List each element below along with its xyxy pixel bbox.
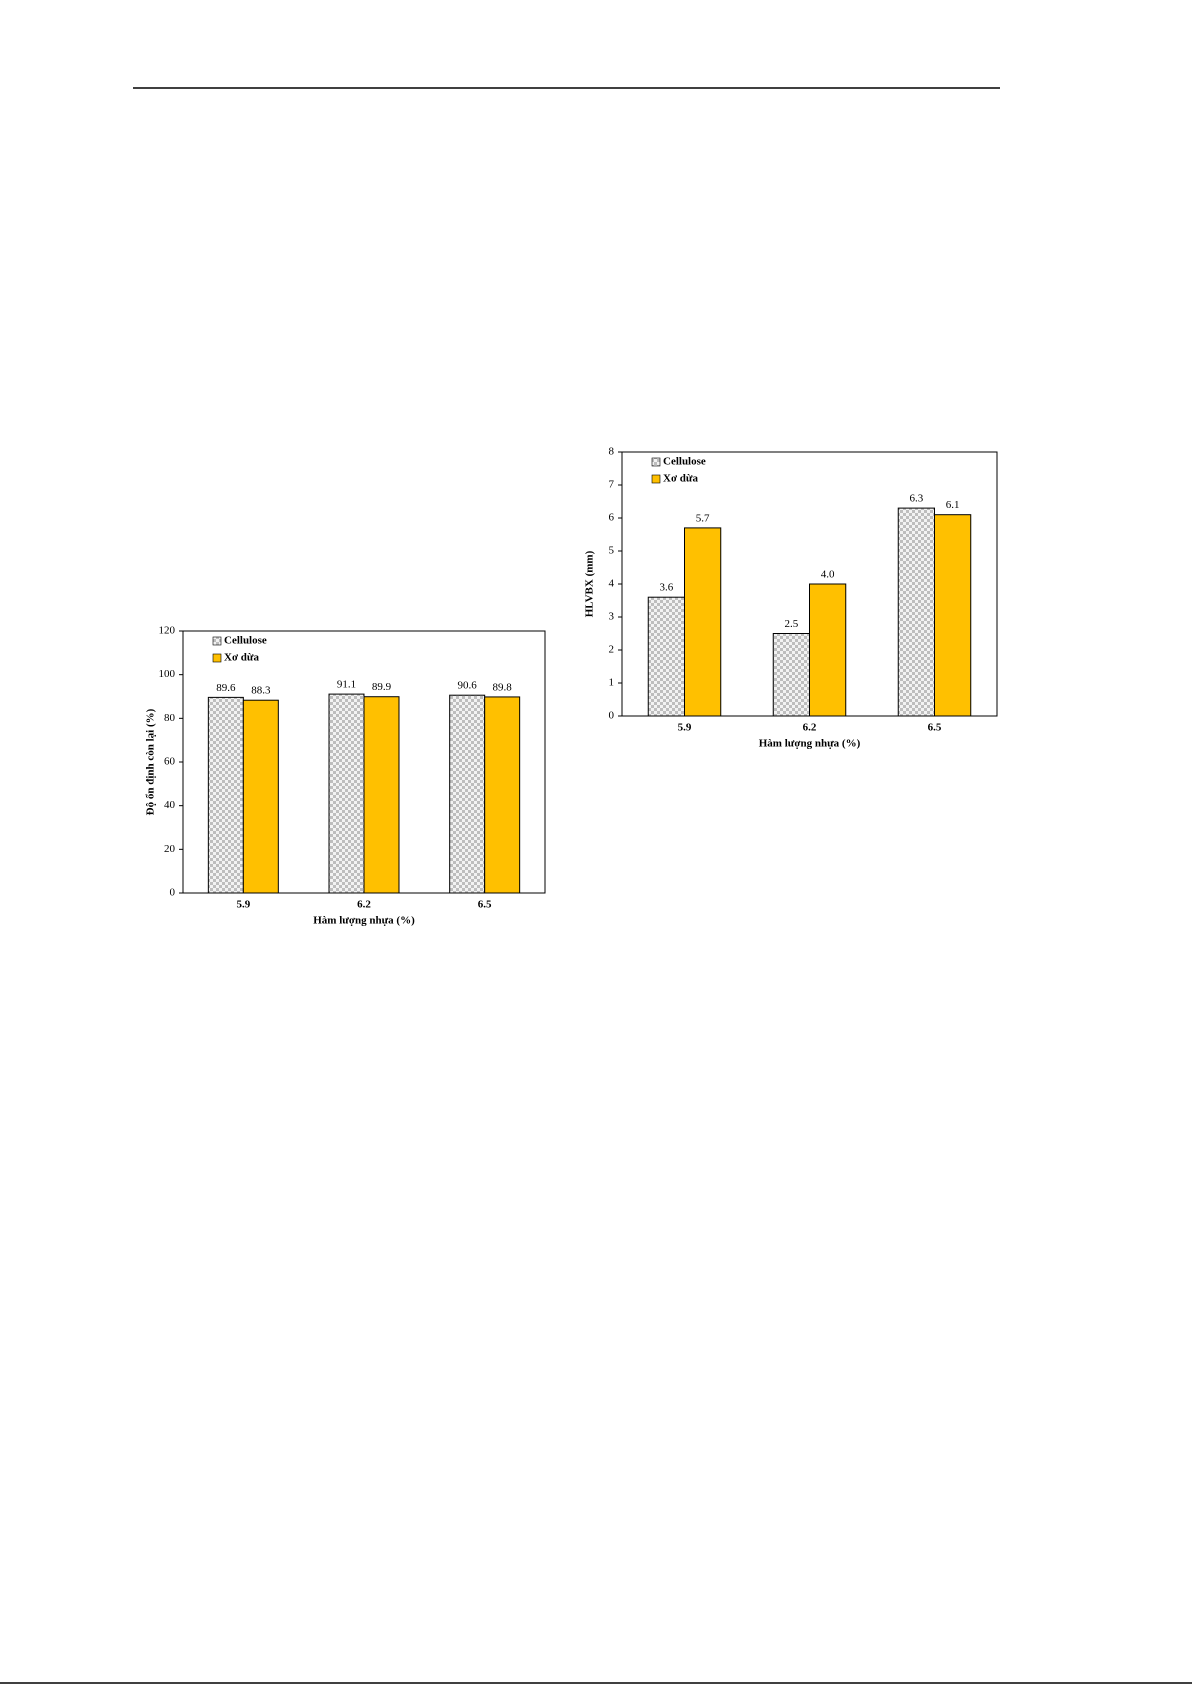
y-tick-label: 8 bbox=[609, 446, 615, 458]
y-tick-label: 5 bbox=[609, 545, 615, 557]
value-label: 89.9 bbox=[372, 681, 392, 693]
legend-swatch bbox=[651, 474, 661, 484]
value-label: 90.6 bbox=[458, 680, 478, 692]
bar bbox=[684, 527, 722, 717]
value-label: 6.1 bbox=[946, 499, 960, 511]
y-axis-title: HLVBX (mm) bbox=[584, 550, 596, 617]
legend-label: Cellulose bbox=[224, 635, 267, 647]
value-label: 91.1 bbox=[337, 679, 356, 691]
y-tick-label: 60 bbox=[164, 756, 176, 768]
value-label: 88.3 bbox=[251, 685, 271, 697]
bar bbox=[449, 694, 486, 894]
y-tick-label: 120 bbox=[159, 625, 176, 637]
value-label: 89.6 bbox=[216, 682, 236, 694]
bar bbox=[363, 696, 400, 894]
y-tick-label: 6 bbox=[609, 512, 615, 524]
x-axis-title: Hàm lượng nhựa (%) bbox=[313, 915, 415, 927]
legend-swatch bbox=[212, 653, 222, 663]
x-tick-label: 6.2 bbox=[357, 899, 371, 911]
value-label: 89.8 bbox=[493, 681, 513, 693]
bar bbox=[772, 633, 810, 717]
bar bbox=[809, 583, 847, 717]
x-tick-label: 6.5 bbox=[928, 722, 942, 734]
y-tick-label: 20 bbox=[164, 843, 176, 855]
bar bbox=[328, 693, 365, 894]
x-tick-label: 6.2 bbox=[803, 722, 817, 734]
legend-swatch bbox=[212, 636, 222, 646]
y-tick-label: 3 bbox=[609, 611, 615, 623]
value-label: 4.0 bbox=[821, 569, 835, 581]
legend-label: Xơ dừa bbox=[663, 473, 699, 485]
legend-label: Xơ dừa bbox=[224, 652, 260, 664]
legend-swatch bbox=[651, 457, 661, 467]
bar bbox=[484, 696, 521, 894]
y-tick-label: 4 bbox=[609, 578, 615, 590]
bar bbox=[647, 596, 685, 717]
legend-label: Cellulose bbox=[663, 456, 706, 468]
x-tick-label: 6.5 bbox=[478, 899, 492, 911]
bar bbox=[934, 514, 972, 717]
x-tick-label: 5.9 bbox=[236, 899, 250, 911]
y-tick-label: 0 bbox=[170, 887, 176, 899]
value-label: 2.5 bbox=[785, 618, 799, 630]
y-tick-label: 40 bbox=[164, 799, 176, 811]
y-tick-label: 7 bbox=[609, 479, 615, 491]
y-tick-label: 2 bbox=[609, 644, 615, 656]
value-label: 3.6 bbox=[660, 582, 674, 594]
y-tick-label: 0 bbox=[609, 710, 615, 722]
y-tick-label: 80 bbox=[164, 712, 176, 724]
x-tick-label: 5.9 bbox=[678, 722, 692, 734]
bar bbox=[897, 507, 935, 717]
bar bbox=[242, 699, 279, 894]
y-axis-title: Độ ổn định còn lại (%) bbox=[145, 708, 157, 815]
x-axis-title: Hàm lượng nhựa (%) bbox=[759, 738, 861, 750]
value-label: 6.3 bbox=[910, 493, 924, 505]
bar bbox=[207, 696, 244, 894]
y-tick-label: 1 bbox=[609, 677, 615, 689]
y-tick-label: 100 bbox=[159, 668, 176, 680]
value-label: 5.7 bbox=[696, 512, 710, 524]
